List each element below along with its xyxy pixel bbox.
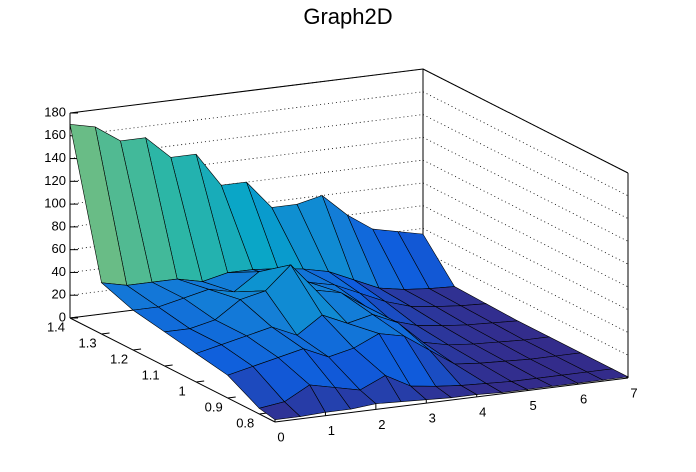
z-tick-label: 160 <box>44 127 66 142</box>
y-tick-label: 0.9 <box>205 399 223 414</box>
x-tick-label: 7 <box>630 385 637 400</box>
x-tick-label: 2 <box>378 417 385 432</box>
y-tick-label: 1.2 <box>110 351 128 366</box>
grid-line <box>69 68 424 114</box>
y-tick <box>164 364 173 367</box>
y-tick-label: 1.3 <box>78 335 96 350</box>
x-tick-label: 4 <box>479 404 486 419</box>
grid-line <box>422 114 629 219</box>
z-tick-label: 40 <box>52 264 66 279</box>
box-edge <box>69 68 424 114</box>
z-tick-label: 20 <box>52 287 66 302</box>
y-tick <box>101 332 110 335</box>
y-axis <box>69 317 276 423</box>
grid-line <box>69 91 424 137</box>
x-tick-label: 6 <box>580 392 587 407</box>
y-tick-label: 1.1 <box>142 367 160 382</box>
z-tick-label: 80 <box>52 218 66 233</box>
y-tick <box>227 396 236 399</box>
grid-line <box>422 91 629 197</box>
grid-line <box>422 159 629 265</box>
grid-line <box>69 114 424 159</box>
z-tick-label: 60 <box>52 241 66 256</box>
grid-line <box>422 136 629 242</box>
grid-line <box>69 205 424 251</box>
z-tick-label: 0 <box>59 309 66 324</box>
grid-line <box>69 136 424 182</box>
x-tick-label: 3 <box>429 411 436 426</box>
x-tick-label: 5 <box>530 398 537 413</box>
x-tick-label: 1 <box>328 423 335 438</box>
box-edge <box>422 68 629 174</box>
grid-line <box>69 182 424 228</box>
y-tick <box>133 348 142 351</box>
y-tick-label: 0.8 <box>236 415 254 430</box>
x-tick-label: 0 <box>277 429 284 444</box>
z-tick-label: 140 <box>44 150 66 165</box>
x-axis <box>274 377 629 423</box>
surface-cell <box>258 401 301 421</box>
z-tick-label: 180 <box>44 104 66 119</box>
z-tick-label: 120 <box>44 173 66 188</box>
y-tick-label: 1 <box>179 383 186 398</box>
grid-line <box>69 159 424 205</box>
y-tick-label: 1.4 <box>47 319 65 334</box>
chart-title: Graph2D <box>303 4 392 29</box>
y-tick <box>196 380 205 383</box>
y-tick <box>69 316 79 319</box>
z-tick-label: 100 <box>44 196 66 211</box>
grid-line <box>422 182 629 288</box>
